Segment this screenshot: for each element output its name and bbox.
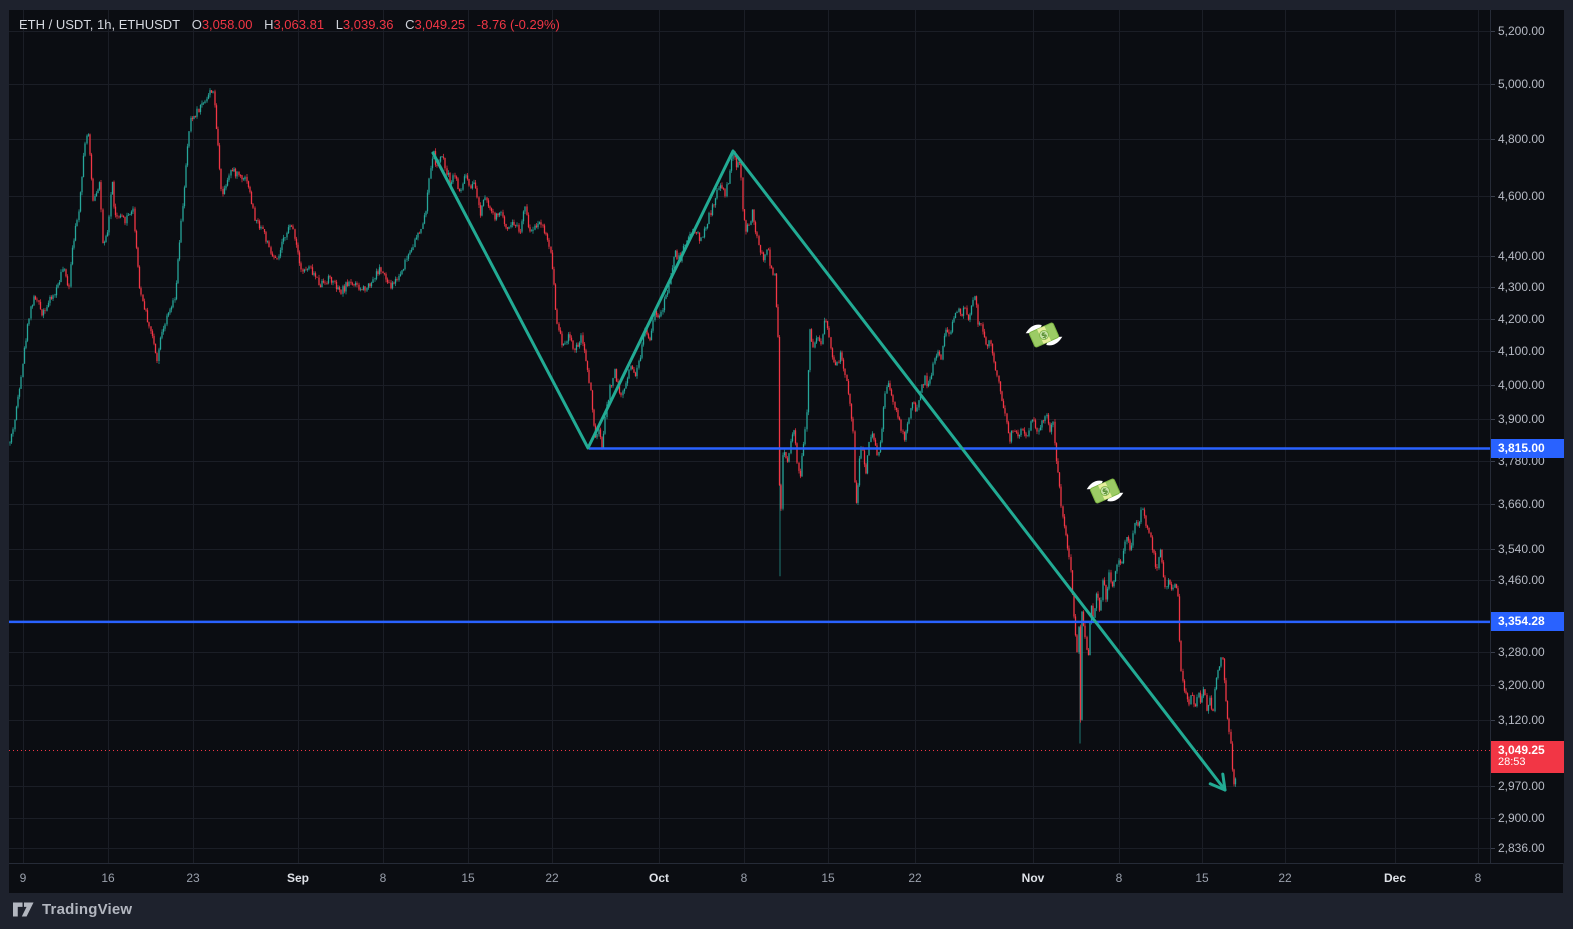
money-sticker-part [1100,486,1110,496]
open-value: 3,058.00 [201,17,253,32]
price-axis-label: 3,540.00 [1498,542,1545,556]
price-tick-mark [1491,504,1495,505]
time-axis-label: Nov [1021,871,1045,885]
price-axis-label: 2,970.00 [1498,779,1545,793]
price-tick-mark [1491,786,1495,787]
money-sticker-icon[interactable]: $ [1085,473,1125,509]
price-axis-label: 4,100.00 [1498,344,1545,358]
money-sticker-icon[interactable]: $ [1024,317,1064,353]
low-label: L [335,17,343,32]
trend-arrowhead [1208,772,1227,792]
price-tick-mark [1491,385,1495,386]
price-tick-mark [1491,287,1495,288]
tradingview-logo-icon [13,902,34,917]
time-axis-label: 8 [1115,871,1123,885]
tradingview-wordmark: TradingView [42,901,133,918]
money-sticker-part: $ [1101,486,1110,497]
up-candle-bodies [9,90,1237,785]
price-axis-label: 3,120.00 [1498,713,1545,727]
time-axis-label: 9 [19,871,27,885]
price-axis-label: 4,400.00 [1498,249,1545,263]
chart-pane[interactable]: $ $ ETH / USDT, 1h, ETHUSDT O3,058.00 H3,… [9,10,1490,863]
time-axis-label: Oct [648,871,670,885]
price-axis-label: 4,600.00 [1498,189,1545,203]
price-level-label[interactable]: 3,815.00 [1491,439,1564,458]
time-axis-label: 8 [740,871,748,885]
price-tick-mark [1491,685,1495,686]
price-tick-mark [1491,256,1495,257]
time-axis-label: 15 [1195,871,1209,885]
price-axis-label: 2,836.00 [1498,841,1545,855]
price-tick-mark [1491,549,1495,550]
trend-polyline[interactable] [431,149,1227,792]
down-candle-wicks [35,89,1235,787]
candlestick-chart[interactable]: $$ [9,10,1490,863]
high-value: 3,063.81 [273,17,325,32]
time-axis-label: 15 [461,871,475,885]
grid-lines [9,10,1490,863]
close-value: 3,049.25 [414,17,466,32]
price-axis-label: 2,900.00 [1498,811,1545,825]
tradingview-logo[interactable]: TradingView [13,901,132,918]
price-tick-mark [1491,652,1495,653]
price-axis-label: 4,300.00 [1498,280,1545,294]
time-axis-label: Dec [1383,871,1407,885]
time-axis-label: 23 [186,871,200,885]
price-axis-label: 3,200.00 [1498,678,1545,692]
open-label: O [191,17,202,32]
chart-area: $ $ ETH / USDT, 1h, ETHUSDT O3,058.00 H3,… [9,10,1564,893]
time-axis-label: 15 [821,871,835,885]
price-tick-mark [1491,139,1495,140]
time-axis[interactable]: 9 16 23 Sep 8 15 22 Oct 8 15 22 Nov 8 15 22 Dec 8 [9,863,1563,893]
footer-bar: TradingView [0,892,1573,929]
price-tick-mark [1491,818,1495,819]
symbol-title[interactable]: ETH / USDT, 1h, ETHUSDT [19,17,181,32]
time-axis-label: 22 [1278,871,1292,885]
price-tick-mark [1491,31,1495,32]
time-axis-label: 22 [908,871,922,885]
price-tick-mark [1491,84,1495,85]
price-tick-mark [1491,319,1495,320]
close-label: C [405,17,415,32]
time-axis-label: 8 [379,871,387,885]
symbol-legend[interactable]: ETH / USDT, 1h, ETHUSDT O3,058.00 H3,063… [19,17,560,32]
low-value: 3,039.36 [342,17,394,32]
price-tick-mark [1491,351,1495,352]
last-price-value: 3,049.25 [1498,743,1545,757]
price-axis-label: 4,800.00 [1498,132,1545,146]
price-tick-mark [1491,848,1495,849]
money-sticker-part: $ [1040,330,1049,341]
price-level-label[interactable]: 3,354.28 [1491,612,1564,631]
price-tick-mark [1491,580,1495,581]
price-tick-mark [1491,419,1495,420]
price-axis-label: 3,900.00 [1498,412,1545,426]
price-axis-label: 3,660.00 [1498,497,1545,511]
price-axis-label: 3,280.00 [1498,645,1545,659]
price-axis-label: 3,460.00 [1498,573,1545,587]
time-axis-label: 8 [1474,871,1482,885]
bar-countdown: 28:53 [1498,756,1526,768]
time-axis-label: 16 [101,871,115,885]
price-axis-label: 5,200.00 [1498,24,1545,38]
price-tick-mark [1491,196,1495,197]
price-tick-mark [1491,461,1495,462]
high-label: H [264,17,274,32]
change-value: -8.76 (-0.29%) [476,17,560,32]
price-axis-label: 5,000.00 [1498,77,1545,91]
price-axis[interactable]: 5,200.00 5,000.00 4,800.00 4,600.00 4,400.00… [1490,10,1564,863]
time-axis-label: 22 [545,871,559,885]
price-axis-label: 4,200.00 [1498,312,1545,326]
price-tick-mark [1491,720,1495,721]
money-sticker-part [1039,330,1049,340]
price-axis-label: 4,000.00 [1498,378,1545,392]
time-axis-label: Sep [286,871,310,885]
down-candle-bodies [34,90,1235,785]
last-price-label[interactable]: 3,049.25 28:53 [1491,741,1564,773]
